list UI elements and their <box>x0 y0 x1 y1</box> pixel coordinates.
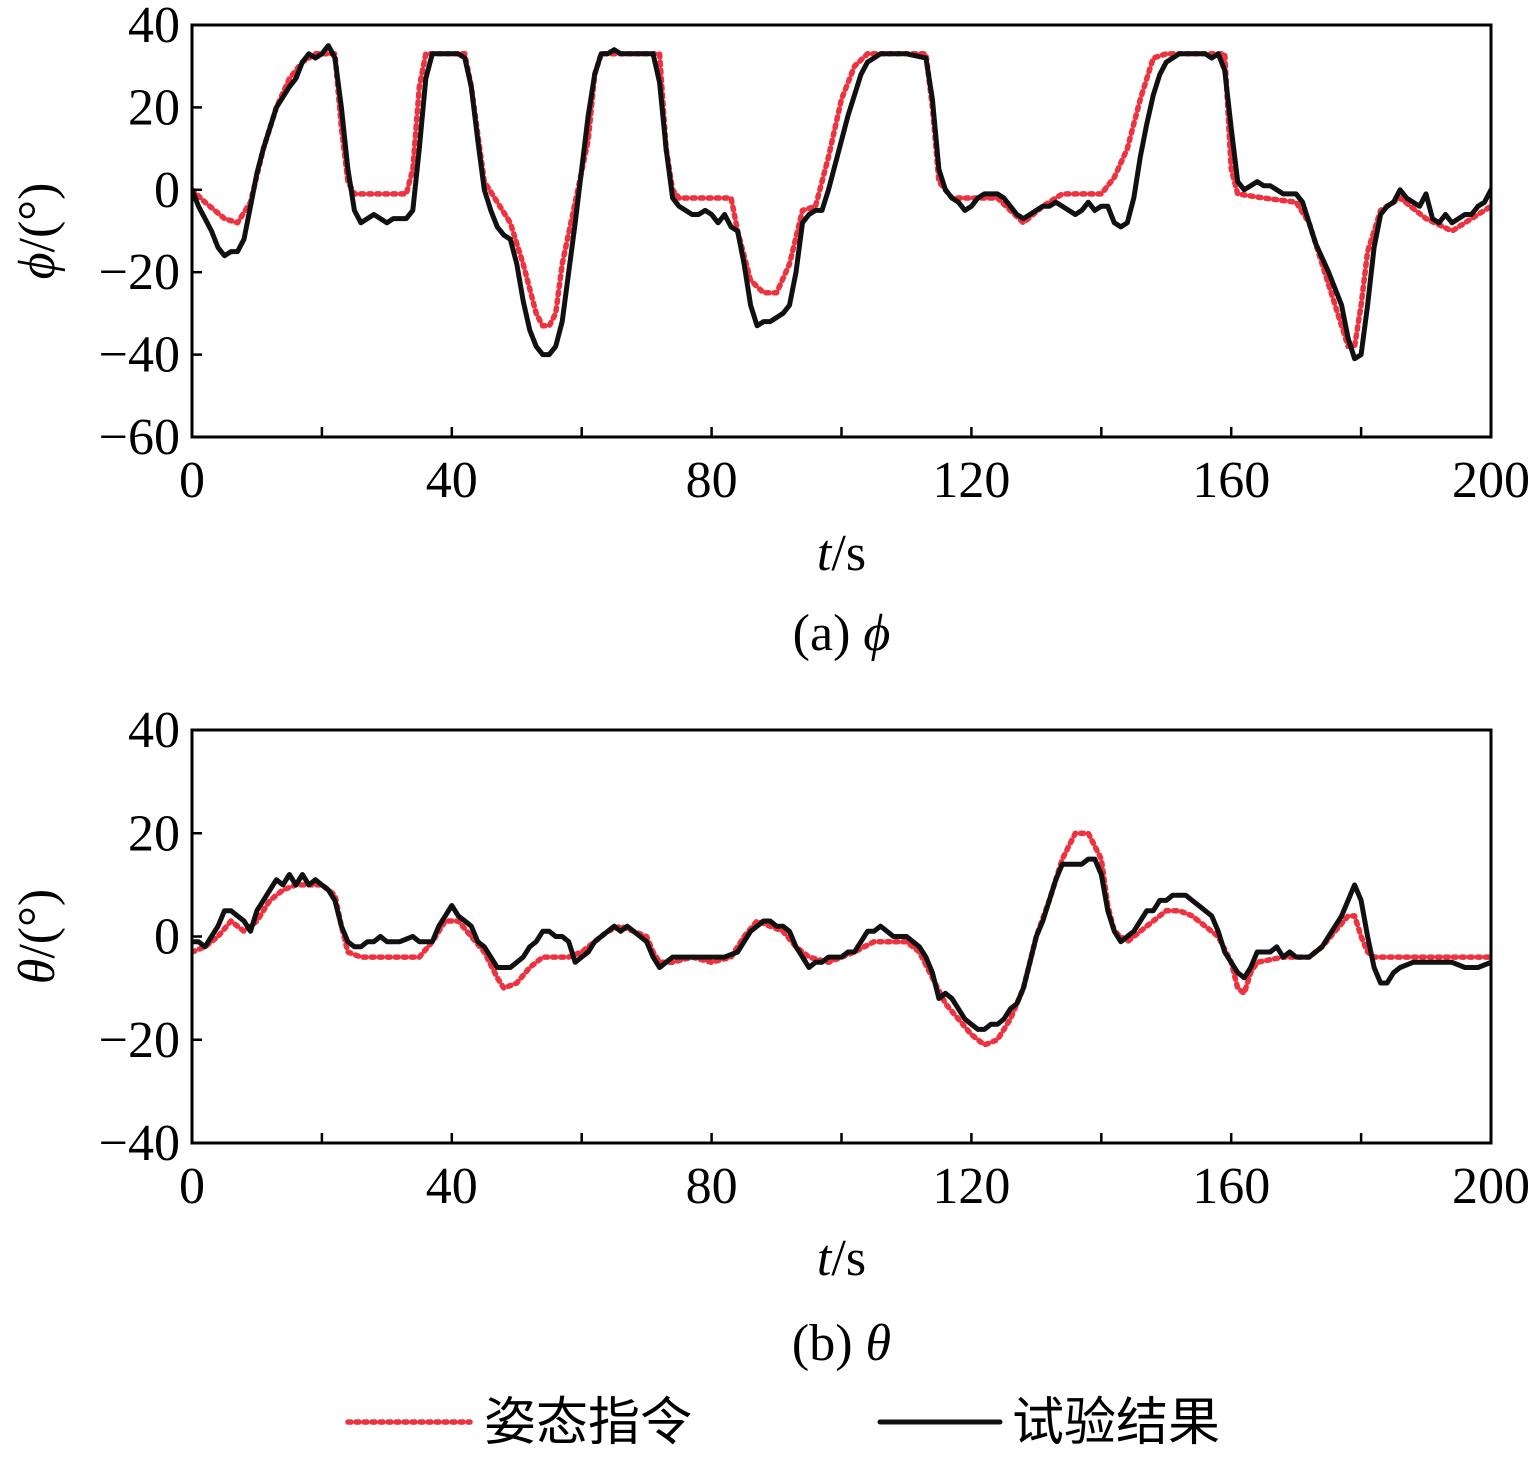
x-axis-label: t/s <box>817 525 866 582</box>
x-axis-symbol: t <box>817 525 833 582</box>
x-tick-label: 80 <box>686 452 738 509</box>
y-tick-label: 0 <box>154 162 180 219</box>
y-axis-symbol: ϕ <box>9 252 66 279</box>
y-axis-label: ϕ/(°) <box>9 183 66 280</box>
x-tick-label: 40 <box>426 1158 478 1215</box>
y-tick-label: 40 <box>128 702 180 759</box>
y-tick-label: 20 <box>128 805 180 862</box>
x-tick-label: 200 <box>1452 1158 1530 1215</box>
y-tick-label: 0 <box>154 909 180 966</box>
y-tick-label: −20 <box>99 244 180 301</box>
caption-prefix: (b) <box>792 1315 866 1372</box>
x-tick-label: 80 <box>686 1158 738 1215</box>
x-axis-symbol: t <box>817 1230 833 1287</box>
x-tick-label: 0 <box>179 452 205 509</box>
x-tick-label: 120 <box>932 452 1010 509</box>
y-tick-label: 20 <box>128 79 180 136</box>
x-tick-label: 160 <box>1192 1158 1270 1215</box>
y-tick-label: −60 <box>99 409 180 466</box>
x-axis-label: t/s <box>817 1230 866 1287</box>
panel-caption: (a) ϕ <box>793 605 891 662</box>
series-command-line <box>192 51 1491 350</box>
x-tick-label: 40 <box>426 452 478 509</box>
caption-symbol: ϕ <box>863 605 890 662</box>
caption-prefix: (a) <box>793 605 864 662</box>
legend: 姿态指令 试验结果 <box>345 1393 1220 1453</box>
x-tick-label: 200 <box>1452 452 1530 509</box>
y-axis-label: θ/(°) <box>9 889 66 984</box>
series-command-line <box>192 830 1491 1048</box>
plot-frame <box>190 23 1493 439</box>
x-tick-label: 160 <box>1192 452 1270 509</box>
x-axis-unit: /s <box>831 525 866 582</box>
caption-symbol: θ <box>866 1315 892 1372</box>
plot-frame <box>190 728 1493 1145</box>
y-tick-label: −40 <box>99 327 180 384</box>
x-tick-label: 0 <box>179 1158 205 1215</box>
x-tick-label: 120 <box>932 1158 1010 1215</box>
panel-caption: (b) θ <box>792 1315 891 1372</box>
legend-command-label: 姿态指令 <box>484 1393 692 1453</box>
series-result-line <box>192 856 1491 1032</box>
y-axis-unit: /(°) <box>9 183 66 253</box>
y-axis-symbol: θ <box>9 959 66 985</box>
y-tick-label: 40 <box>128 0 180 54</box>
x-axis-unit: /s <box>831 1230 866 1287</box>
y-tick-label: −40 <box>99 1115 180 1172</box>
series-result-line <box>192 43 1491 362</box>
y-axis-unit: /(°) <box>9 889 66 959</box>
legend-result-label: 试验结果 <box>1012 1393 1220 1453</box>
y-tick-label: −20 <box>99 1012 180 1069</box>
